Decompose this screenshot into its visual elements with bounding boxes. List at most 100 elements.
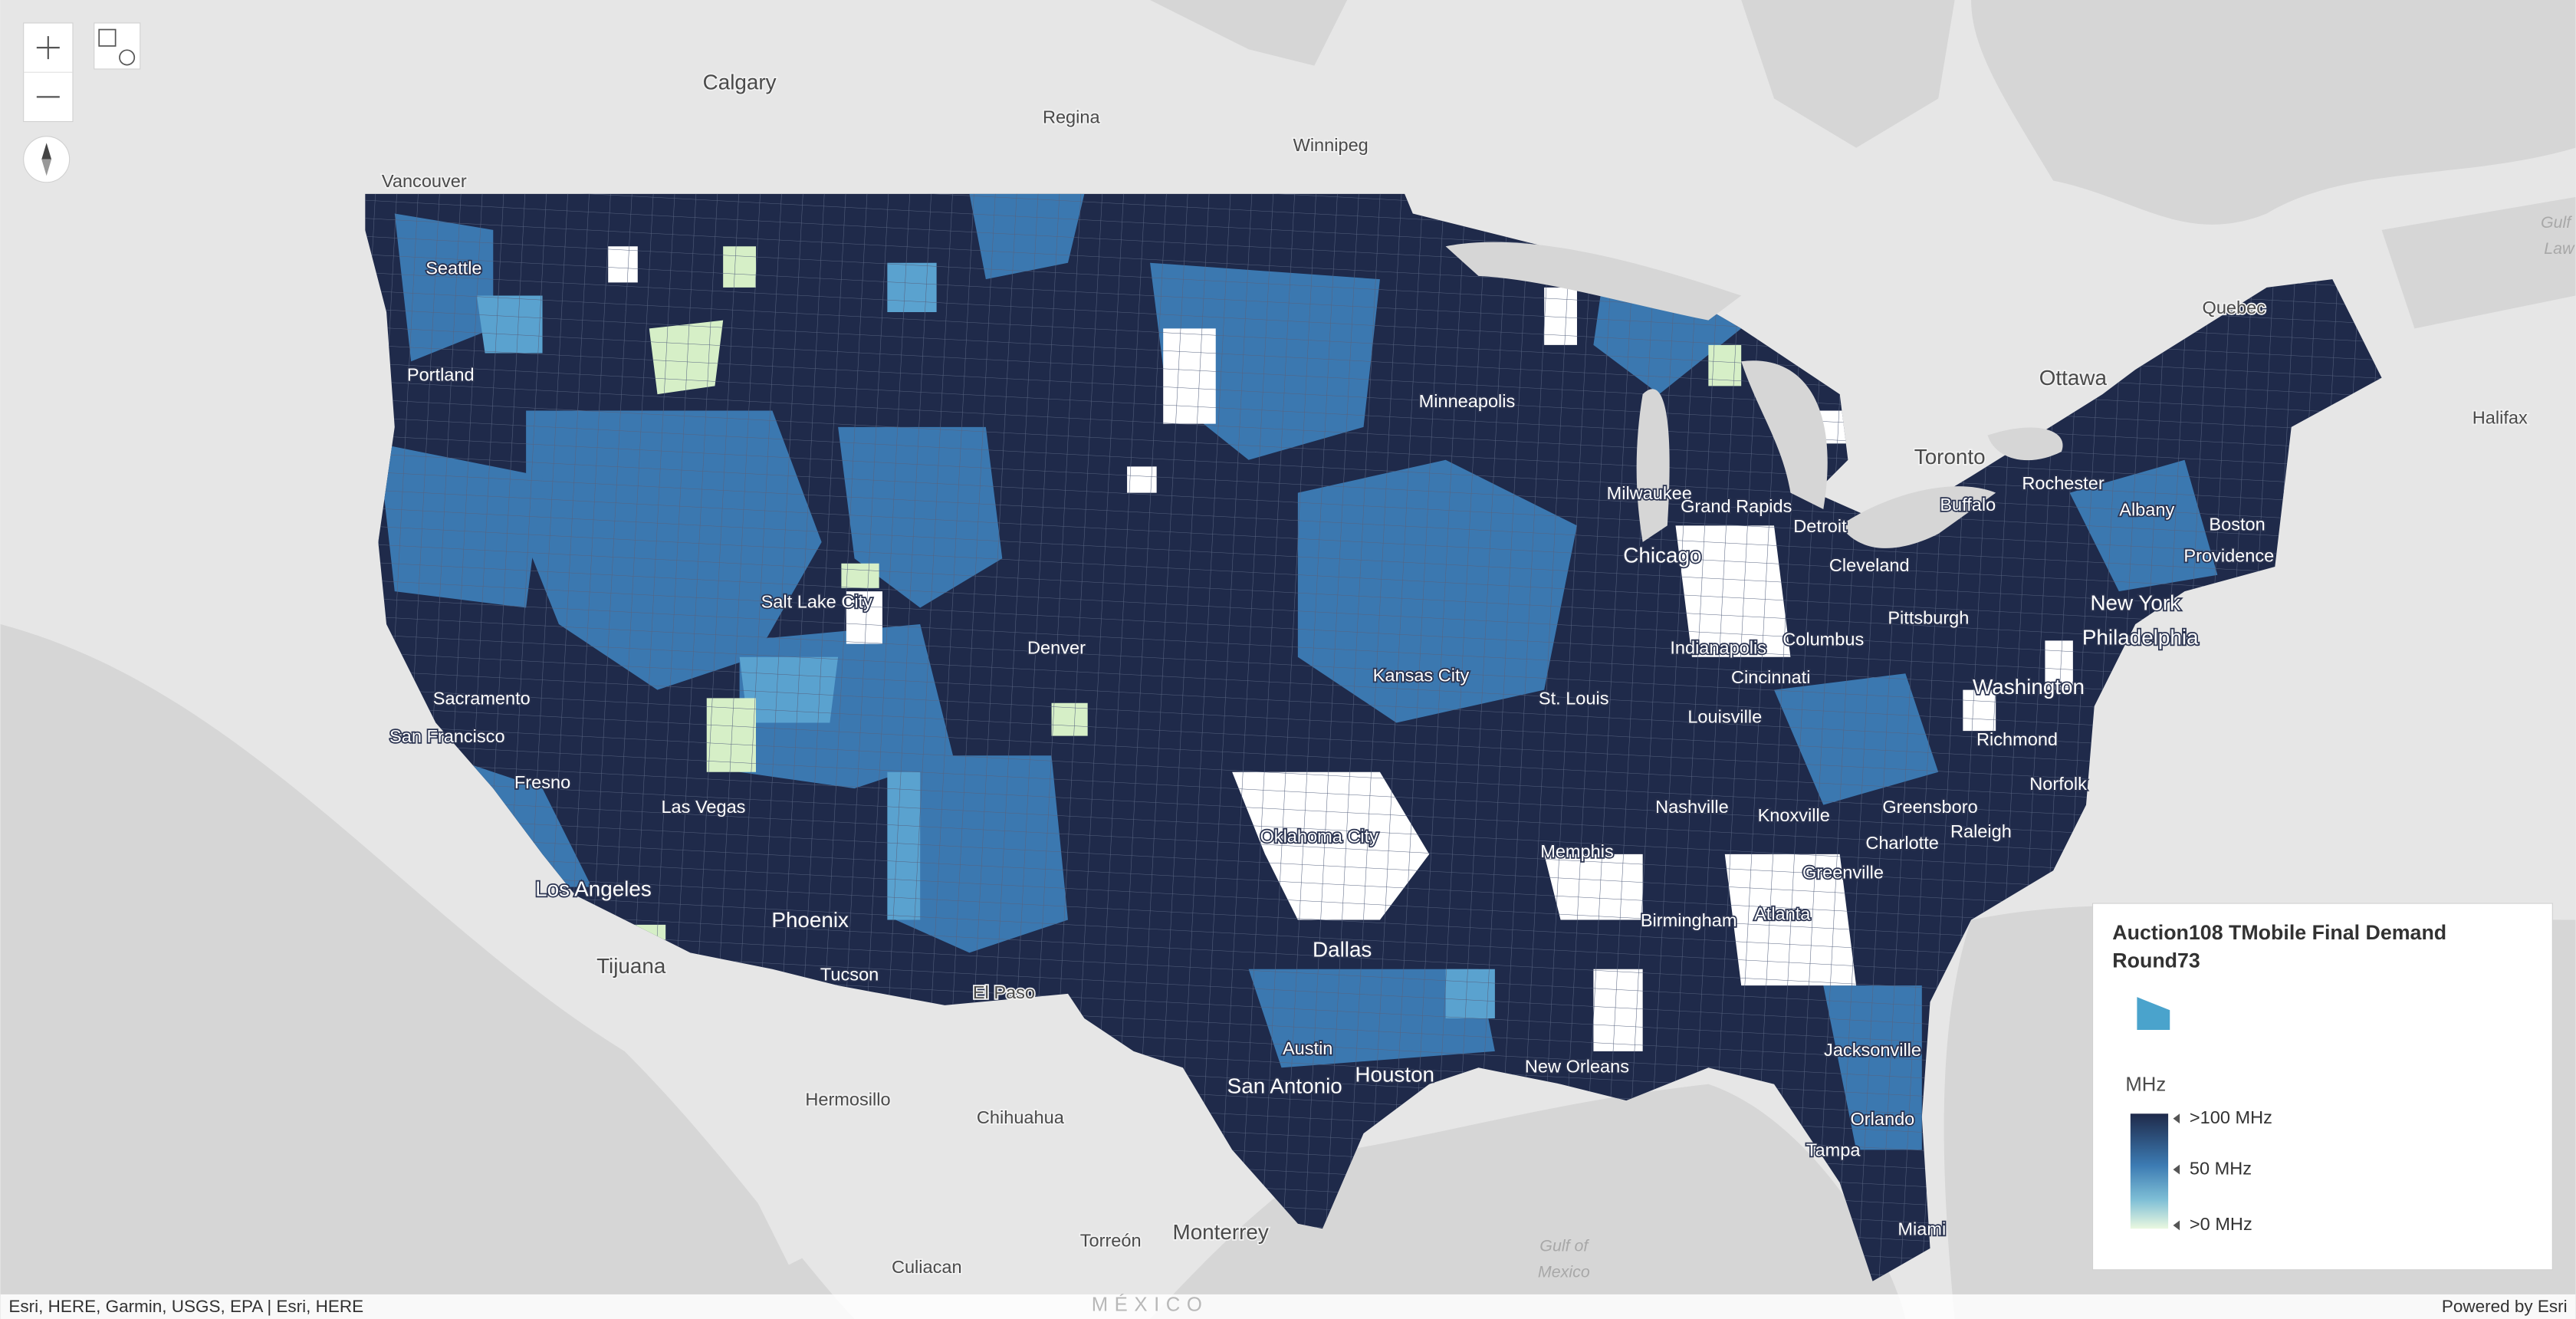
place-label: Grand Rapids	[1681, 496, 1792, 516]
basemap-toggle[interactable]	[94, 22, 141, 70]
compass[interactable]	[23, 136, 71, 183]
compass-needle	[41, 159, 52, 176]
place-label: Miami	[1898, 1219, 1946, 1239]
place-label: Phoenix	[771, 908, 849, 932]
legend-label: >100 MHz	[2190, 1107, 2272, 1127]
place-label: Cincinnati	[1731, 667, 1810, 687]
place-label: Halifax	[2472, 407, 2528, 427]
place-label: Knoxville	[1758, 805, 1830, 825]
place-label: Washington	[1973, 675, 2085, 699]
place-label: Fresno	[514, 772, 570, 792]
place-label: Monterrey	[1173, 1220, 1269, 1244]
country-label: MÉXICO	[1092, 1294, 1209, 1316]
place-label: Philadelphia	[2082, 626, 2199, 650]
legend-title: Auction108 TMobile Final Demand Round73	[2112, 921, 2447, 973]
place-label: Detroit	[1793, 516, 1847, 536]
place-label: Providence	[2183, 545, 2274, 565]
zoom-controls[interactable]	[23, 22, 74, 123]
place-label: Greensboro	[1882, 797, 1977, 817]
place-label: Torreón	[1080, 1231, 1142, 1251]
place-label: Tijuana	[596, 954, 666, 978]
place-label: Chihuahua	[977, 1107, 1065, 1127]
place-label: Oklahoma City	[1260, 827, 1378, 847]
place-label: Tucson	[820, 965, 879, 985]
place-label: San Antonio	[1227, 1074, 1342, 1097]
toggle-icon	[119, 49, 136, 66]
water-label: Gulf of	[1539, 1236, 1589, 1255]
place-label: Albany	[2119, 499, 2174, 519]
place-label: Atlanta	[1754, 903, 1811, 923]
water	[1741, 0, 1955, 148]
water	[1150, 0, 1348, 66]
place-label: New York	[2090, 591, 2180, 615]
place-label: Ottawa	[2039, 366, 2108, 390]
place-label: Orlando	[1851, 1109, 1915, 1129]
place-label: Culiacan	[892, 1257, 962, 1277]
place-labels: Calgary Regina Winnipeg Vancouver Seattle Por…	[380, 69, 2575, 1281]
place-label: Houston	[1355, 1062, 1434, 1086]
place-label: Memphis	[1540, 841, 1614, 861]
place-label: Regina	[1043, 107, 1101, 127]
legend-title-box: Auction108 TMobile Final Demand Round73	[2112, 921, 2447, 973]
place-label: Milwaukee	[1607, 483, 1692, 503]
baja	[657, 985, 822, 1265]
place-label: Los Angeles	[535, 877, 652, 900]
place-label: Indianapolis	[1670, 637, 1766, 657]
place-label: Chicago	[1623, 543, 1701, 567]
place-label: St. Louis	[1539, 689, 1609, 709]
place-label: Jacksonville	[1824, 1040, 1921, 1060]
place-label: San Francisco	[389, 726, 505, 746]
legend: Auction108 TMobile Final Demand Round73 …	[2092, 903, 2553, 1271]
great-lakes	[1445, 242, 2063, 548]
zoom-in[interactable]	[36, 36, 60, 60]
water-label: Gulf	[2541, 213, 2572, 232]
legend-labels: >100 MHz 50 MHz >0 MHz	[2173, 1107, 2272, 1234]
place-label: Minneapolis	[1419, 391, 1516, 411]
place-label: Kansas City	[1373, 666, 1470, 686]
place-label: Columbus	[1783, 630, 1864, 650]
legend-pointer	[2173, 1113, 2180, 1124]
place-label: Austin	[1283, 1038, 1332, 1058]
place-label: Raleigh	[1950, 821, 2012, 841]
water	[1971, 0, 2576, 225]
place-label: Sacramento	[433, 689, 531, 709]
place-label: Portland	[407, 365, 475, 385]
toggle-icon	[98, 28, 117, 47]
legend-pointer	[2173, 1220, 2180, 1231]
place-label: Winnipeg	[1293, 135, 1368, 155]
place-label: Dallas	[1313, 938, 1372, 962]
legend-symbol	[2137, 997, 2170, 1031]
place-label: Seattle	[426, 258, 481, 278]
place-label: New Orleans	[1525, 1056, 1629, 1076]
water-label: Law	[2544, 239, 2575, 258]
attribution-bar	[0, 1294, 2576, 1319]
place-label: Norfolk	[2029, 774, 2087, 794]
place-label: Birmingham	[1641, 910, 1737, 930]
place-label: Nashville	[1655, 797, 1729, 817]
place-label: Calgary	[703, 71, 777, 94]
powered-by[interactable]: Powered by Esri	[2442, 1297, 2568, 1316]
legend-label: 50 MHz	[2190, 1158, 2252, 1178]
place-label: Boston	[2209, 515, 2265, 535]
place-label: Toronto	[1914, 445, 1986, 469]
place-label: Louisville	[1687, 706, 1762, 726]
place-label: Rochester	[2022, 473, 2104, 493]
legend-pointer	[2173, 1164, 2180, 1175]
place-label: Richmond	[1976, 729, 2058, 749]
attribution: Esri, HERE, Garmin, USGS, EPA | Esri, HE…	[8, 1297, 363, 1316]
ocean	[0, 623, 855, 1319]
place-label: Cleveland	[1829, 555, 1910, 575]
place-label: El Paso	[973, 982, 1035, 1002]
place-label: Buffalo	[1940, 495, 1996, 515]
place-label: Quebec	[2203, 298, 2266, 317]
place-label: Denver	[1027, 637, 1086, 657]
place-label: Hermosillo	[805, 1089, 890, 1109]
place-label: Las Vegas	[661, 797, 745, 817]
water	[2381, 197, 2576, 329]
legend-panel	[2092, 903, 2553, 1271]
place-label: Salt Lake City	[761, 591, 872, 611]
place-label: Pittsburgh	[1888, 608, 1969, 628]
legend-label: >0 MHz	[2190, 1214, 2252, 1234]
